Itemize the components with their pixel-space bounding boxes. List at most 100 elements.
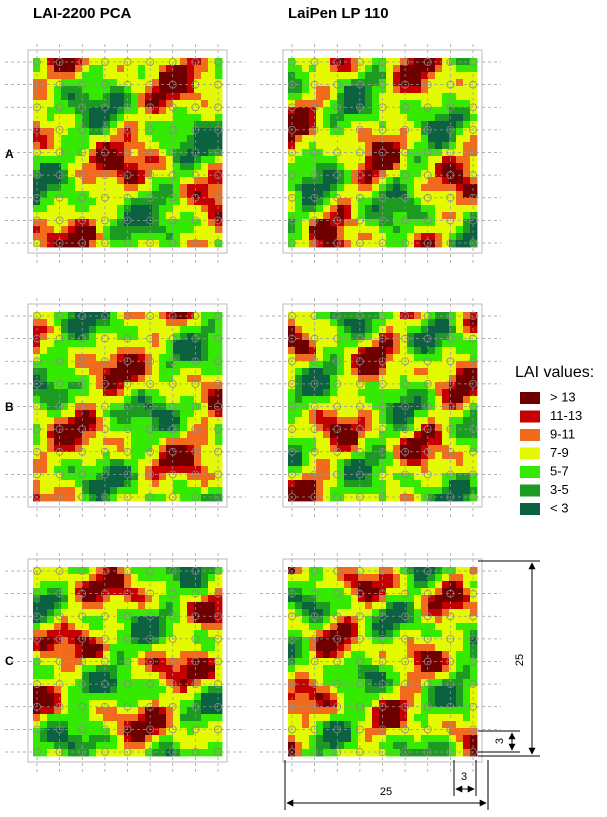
map-cell bbox=[201, 191, 209, 199]
map-cell bbox=[323, 630, 331, 638]
map-cell bbox=[428, 184, 436, 192]
map-cell bbox=[386, 205, 394, 213]
map-cell bbox=[421, 665, 429, 673]
map-cell bbox=[428, 121, 436, 129]
map-cell bbox=[351, 735, 359, 743]
map-cell bbox=[414, 86, 422, 94]
sample-point bbox=[469, 680, 477, 689]
sample-point bbox=[355, 80, 364, 89]
map-cell bbox=[386, 452, 394, 460]
map-cell bbox=[323, 431, 331, 439]
sample-point bbox=[146, 103, 155, 112]
map-cell bbox=[428, 114, 436, 122]
map-cell bbox=[470, 494, 478, 502]
map-cell bbox=[103, 240, 111, 248]
sample-point bbox=[100, 634, 109, 643]
sample-point bbox=[168, 357, 177, 366]
map-cell bbox=[414, 452, 422, 460]
map-cell bbox=[400, 79, 408, 87]
map-cell bbox=[428, 191, 436, 199]
map-cell bbox=[351, 191, 359, 199]
map-cell bbox=[435, 424, 443, 432]
map-cell bbox=[435, 205, 443, 213]
map-cell bbox=[68, 361, 76, 369]
map-cell bbox=[117, 630, 125, 638]
sample-point bbox=[168, 103, 177, 112]
map-cell bbox=[124, 226, 132, 234]
map-cell bbox=[89, 679, 97, 687]
map-cell bbox=[138, 480, 146, 488]
sample-point bbox=[333, 216, 342, 225]
map-cell bbox=[302, 156, 310, 164]
map-cell bbox=[215, 480, 223, 488]
map-cell bbox=[68, 473, 76, 481]
map-cell bbox=[96, 142, 104, 150]
sample-point bbox=[146, 239, 155, 247]
map-cell bbox=[351, 630, 359, 638]
map-cell bbox=[400, 333, 408, 341]
map-cell bbox=[215, 700, 223, 708]
map-cell bbox=[75, 693, 83, 701]
sample-point bbox=[168, 657, 177, 666]
map-cell bbox=[337, 142, 345, 150]
map-cell bbox=[330, 623, 338, 631]
map-cell bbox=[400, 630, 408, 638]
map-cell bbox=[75, 672, 83, 680]
map-cell bbox=[89, 567, 97, 575]
sample-point bbox=[446, 334, 455, 343]
map-cell bbox=[400, 466, 408, 474]
map-cell bbox=[159, 714, 167, 722]
map-cell bbox=[82, 686, 90, 694]
map-cell bbox=[131, 191, 139, 199]
map-cell bbox=[414, 438, 422, 446]
sample-point bbox=[214, 567, 222, 575]
map-cell bbox=[89, 156, 97, 164]
map-cell bbox=[152, 707, 160, 715]
map-cell bbox=[152, 114, 160, 122]
map-cell bbox=[330, 672, 338, 680]
map-cell bbox=[337, 396, 345, 404]
map-cell bbox=[414, 121, 422, 129]
map-cell bbox=[386, 191, 394, 199]
map-cell bbox=[456, 487, 464, 495]
map-cell bbox=[323, 396, 331, 404]
map-cell bbox=[330, 410, 338, 418]
map-cell bbox=[337, 86, 345, 94]
map-cell bbox=[365, 326, 373, 334]
map-cell bbox=[40, 637, 48, 645]
map-cell bbox=[33, 735, 41, 743]
map-cell bbox=[215, 368, 223, 376]
map-cell bbox=[187, 142, 195, 150]
map-cell bbox=[407, 480, 415, 488]
map-cell bbox=[96, 672, 104, 680]
map-cell bbox=[117, 595, 125, 603]
map-cell bbox=[407, 735, 415, 743]
sample-point bbox=[168, 567, 177, 575]
map-cell bbox=[180, 637, 188, 645]
map-cell bbox=[110, 233, 118, 241]
map-cell bbox=[215, 424, 223, 432]
map-cell bbox=[344, 340, 352, 348]
map-cell bbox=[393, 319, 401, 327]
sample-point bbox=[401, 357, 410, 366]
map-cell bbox=[124, 135, 132, 143]
sample-point bbox=[378, 725, 387, 734]
map-cell bbox=[166, 700, 174, 708]
map-cell bbox=[124, 86, 132, 94]
sample-point bbox=[423, 589, 432, 598]
map-cell bbox=[40, 233, 48, 241]
map-cell bbox=[470, 114, 478, 122]
map-cell bbox=[215, 72, 223, 80]
sample-point bbox=[423, 470, 432, 479]
map-cell bbox=[47, 609, 55, 617]
map-cell bbox=[103, 714, 111, 722]
map-cell bbox=[152, 156, 160, 164]
map-cell bbox=[47, 340, 55, 348]
map-cell bbox=[428, 135, 436, 143]
sample-point bbox=[355, 493, 364, 501]
map-cell bbox=[117, 212, 125, 220]
map-cell bbox=[470, 93, 478, 101]
map-cell bbox=[344, 142, 352, 150]
map-cell bbox=[470, 637, 478, 645]
map-cell bbox=[180, 574, 188, 582]
